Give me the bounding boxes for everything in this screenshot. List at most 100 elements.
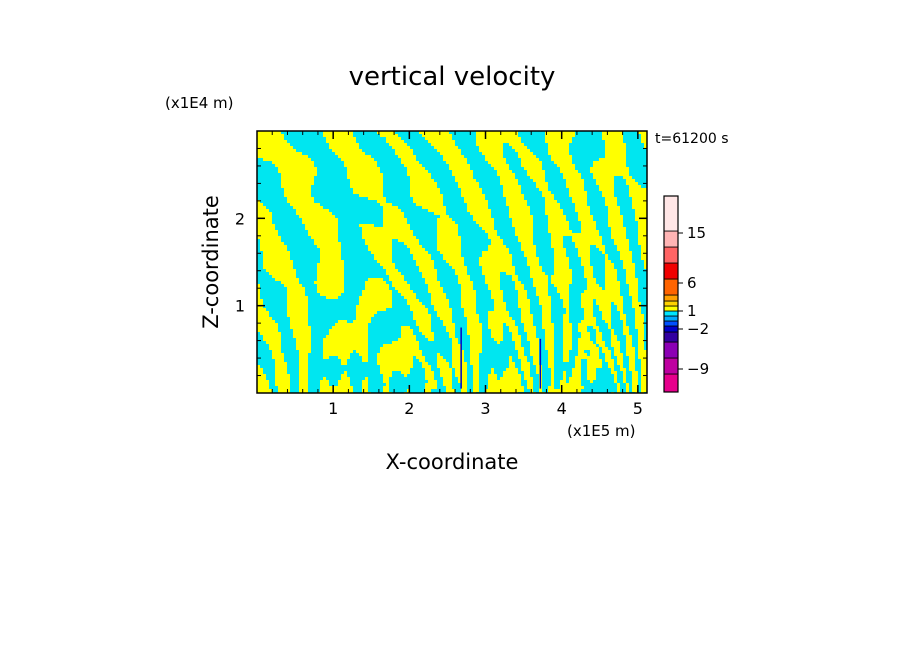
field-cell bbox=[401, 233, 405, 237]
field-cell bbox=[338, 233, 342, 237]
field-cell bbox=[419, 242, 423, 246]
field-cell bbox=[569, 179, 573, 183]
field-cell bbox=[542, 239, 546, 243]
field-cell bbox=[431, 137, 435, 141]
field-cell bbox=[596, 200, 600, 204]
field-cell bbox=[551, 176, 555, 180]
field-cell bbox=[308, 191, 312, 195]
field-cell bbox=[515, 143, 519, 147]
field-cell bbox=[470, 212, 474, 216]
field-cell bbox=[491, 149, 495, 153]
field-cell bbox=[503, 137, 507, 141]
field-cell bbox=[269, 230, 273, 234]
field-cell bbox=[533, 200, 537, 204]
field-cell bbox=[338, 173, 342, 177]
field-cell bbox=[479, 179, 483, 183]
field-cell bbox=[500, 167, 504, 171]
field-cell bbox=[350, 206, 354, 210]
field-cell bbox=[605, 155, 609, 159]
field-cell bbox=[398, 227, 402, 231]
field-cell bbox=[632, 158, 636, 162]
field-cell bbox=[626, 224, 630, 228]
field-cell bbox=[278, 155, 282, 159]
field-cell bbox=[356, 131, 360, 135]
field-cell bbox=[335, 191, 339, 195]
field-cell bbox=[575, 206, 579, 210]
field-cell bbox=[491, 176, 495, 180]
field-cell bbox=[347, 233, 351, 237]
field-cell bbox=[308, 137, 312, 141]
field-cell bbox=[374, 182, 378, 186]
field-cell bbox=[395, 158, 399, 162]
field-cell bbox=[359, 200, 363, 204]
field-cell bbox=[293, 137, 297, 141]
field-cell bbox=[392, 197, 396, 201]
field-cell bbox=[584, 158, 588, 162]
field-cell bbox=[311, 197, 315, 201]
field-cell bbox=[545, 146, 549, 150]
field-cell bbox=[368, 173, 372, 177]
field-cell bbox=[506, 197, 510, 201]
field-cell bbox=[269, 224, 273, 228]
field-cell bbox=[476, 146, 480, 150]
field-cell bbox=[302, 239, 306, 243]
field-cell bbox=[476, 242, 480, 246]
field-cell bbox=[575, 143, 579, 147]
field-cell bbox=[518, 194, 522, 198]
field-cell bbox=[350, 203, 354, 207]
field-cell bbox=[431, 239, 435, 243]
field-cell bbox=[350, 155, 354, 159]
field-cell bbox=[563, 176, 567, 180]
field-cell bbox=[269, 173, 273, 177]
field-cell bbox=[449, 194, 453, 198]
field-cell bbox=[506, 230, 510, 234]
field-cell bbox=[635, 152, 639, 156]
field-cell bbox=[350, 245, 354, 249]
field-cell bbox=[404, 230, 408, 234]
field-cell bbox=[449, 191, 453, 195]
field-cell bbox=[623, 149, 627, 153]
field-cell bbox=[389, 236, 393, 240]
field-cell bbox=[407, 209, 411, 213]
field-cell bbox=[554, 179, 558, 183]
field-cell bbox=[299, 227, 303, 231]
field-cell bbox=[323, 233, 327, 237]
field-cell bbox=[305, 188, 309, 192]
field-cell bbox=[260, 173, 264, 177]
field-cell bbox=[338, 176, 342, 180]
field-cell bbox=[512, 155, 516, 159]
field-cell bbox=[260, 152, 264, 156]
field-cell bbox=[425, 146, 429, 150]
field-cell bbox=[419, 143, 423, 147]
field-cell bbox=[266, 236, 270, 240]
field-cell bbox=[410, 242, 414, 246]
field-cell bbox=[449, 212, 453, 216]
field-cell bbox=[431, 185, 435, 189]
field-cell bbox=[281, 224, 285, 228]
field-cell bbox=[395, 182, 399, 186]
field-cell bbox=[503, 167, 507, 171]
field-cell bbox=[446, 200, 450, 204]
field-cell bbox=[539, 158, 543, 162]
field-cell bbox=[638, 167, 642, 171]
field-cell bbox=[608, 206, 612, 210]
field-cell bbox=[578, 173, 582, 177]
field-cell bbox=[308, 179, 312, 183]
field-cell bbox=[617, 236, 621, 240]
field-cell bbox=[530, 242, 534, 246]
field-cell bbox=[611, 194, 615, 198]
field-cell bbox=[587, 230, 591, 234]
field-cell bbox=[284, 158, 288, 162]
field-cell bbox=[506, 161, 510, 165]
field-cell bbox=[389, 143, 393, 147]
field-cell bbox=[599, 209, 603, 213]
field-cell bbox=[488, 239, 492, 243]
field-cell bbox=[287, 161, 291, 165]
field-cell bbox=[446, 155, 450, 159]
field-cell bbox=[290, 185, 294, 189]
field-cell bbox=[599, 206, 603, 210]
field-cell bbox=[602, 194, 606, 198]
field-cell bbox=[437, 239, 441, 243]
field-cell bbox=[338, 185, 342, 189]
field-cell bbox=[524, 158, 528, 162]
